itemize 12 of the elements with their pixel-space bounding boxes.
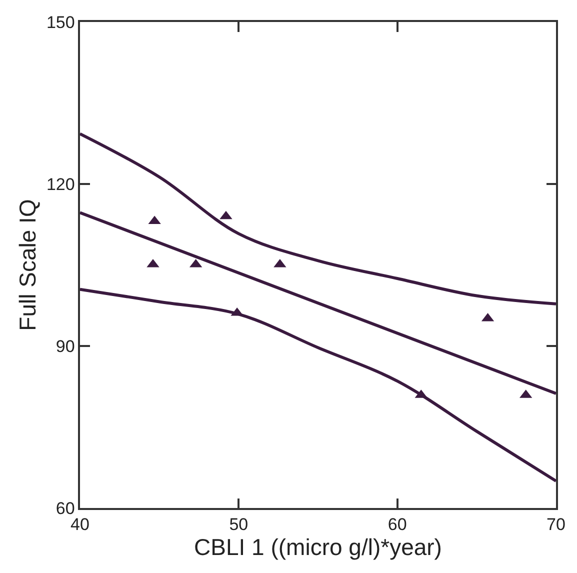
x-axis-title: CBLI 1 ((micro g/l)*year) [194,534,442,560]
y-tick-label: 60 [56,498,75,518]
y-tick-label: 120 [46,174,75,194]
y-tick-label: 150 [46,12,75,32]
x-tick-label: 40 [70,515,90,534]
x-tick-label: 60 [388,515,407,534]
line-series [80,288,556,482]
x-tick-label: 50 [229,515,248,534]
x-tick-label: 70 [546,515,566,534]
y-tick-label: 90 [56,336,75,356]
line-series [80,132,556,306]
y-axis-title: Full Scale IQ [14,199,40,331]
